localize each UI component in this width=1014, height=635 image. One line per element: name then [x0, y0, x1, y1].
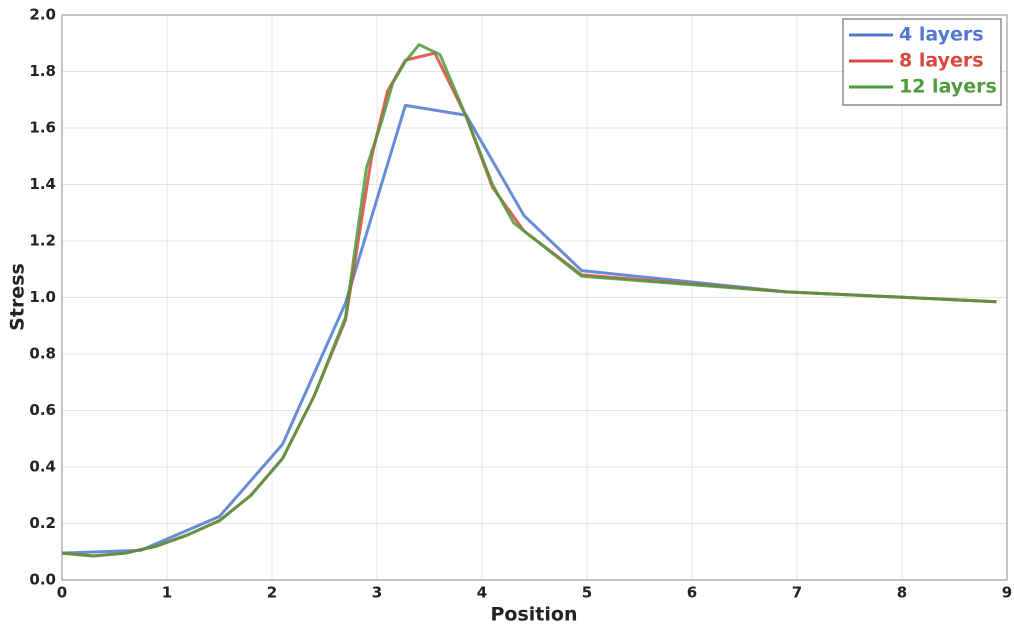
x-tick-label: 4	[477, 584, 487, 602]
x-tick-label: 6	[687, 584, 697, 602]
x-tick-label: 0	[57, 584, 67, 602]
y-tick-label: 0.4	[29, 458, 56, 476]
y-tick-label: 1.4	[29, 175, 56, 193]
y-tick-label: 0.0	[29, 571, 56, 589]
x-tick-label: 2	[267, 584, 277, 602]
x-tick-label: 9	[1002, 584, 1012, 602]
legend-label: 12 layers	[899, 76, 997, 98]
legend-label: 4 layers	[899, 24, 984, 46]
y-tick-label: 1.6	[29, 119, 56, 137]
series-line	[61, 43, 997, 558]
y-tick-label: 0.6	[29, 401, 56, 419]
x-tick-label: 1	[162, 584, 172, 602]
x-tick-label: 5	[582, 584, 592, 602]
y-tick-label: 1.2	[29, 232, 56, 250]
y-axis-label: Stress	[7, 263, 29, 331]
y-tick-label: 0.2	[29, 514, 56, 532]
series-line	[61, 51, 997, 558]
plot-frame	[61, 14, 1008, 581]
y-tick-label: 0.8	[29, 345, 56, 363]
x-tick-label: 7	[792, 584, 802, 602]
x-tick-label: 3	[372, 584, 382, 602]
x-axis-label: Position	[491, 604, 578, 626]
y-tick-label: 2.0	[29, 6, 56, 24]
y-tick-label: 1.8	[29, 62, 56, 80]
series-line	[61, 103, 997, 555]
legend-label: 8 layers	[899, 50, 984, 72]
y-tick-label: 1.0	[29, 288, 56, 306]
x-tick-label: 8	[897, 584, 907, 602]
